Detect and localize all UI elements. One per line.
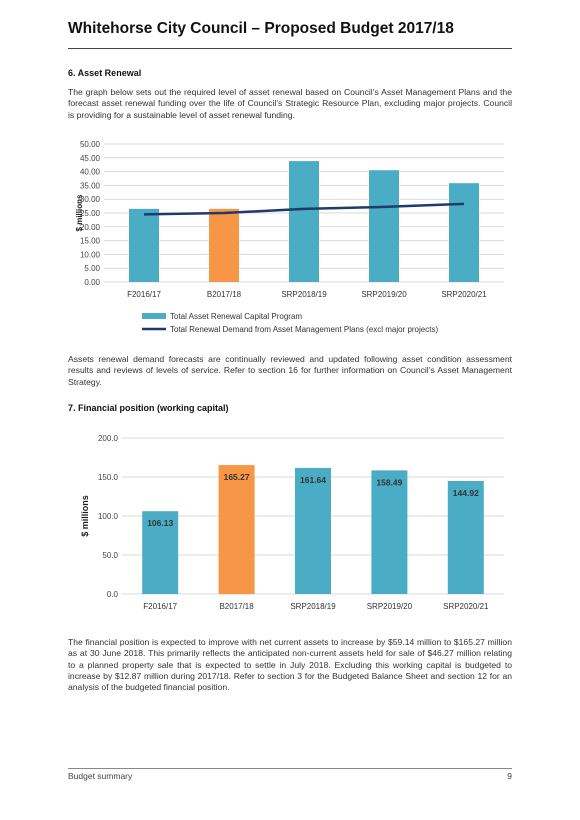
bar xyxy=(371,470,408,594)
bar xyxy=(449,183,479,282)
data-label: 161.64 xyxy=(300,475,326,485)
asset-renewal-after-text: Assets renewal demand forecasts are cont… xyxy=(68,354,512,387)
x-tick-label: SRP2019/20 xyxy=(361,290,407,299)
x-tick-label: SRP2018/19 xyxy=(290,602,336,611)
data-label: 144.92 xyxy=(453,488,479,498)
x-tick-label: SRP2019/20 xyxy=(367,602,413,611)
asset-renewal-intro: The graph below sets out the required le… xyxy=(68,87,512,120)
title-divider xyxy=(68,48,512,49)
legend-label: Total Asset Renewal Capital Program xyxy=(170,312,302,321)
asset-renewal-chart: 0.00 5.00 10.00 15.00 20.00 25.00 30.00 35.00 40… xyxy=(75,140,504,334)
bar xyxy=(447,480,484,594)
y-tick-label: 30.00 xyxy=(80,195,101,204)
y-tick-label: 0.0 xyxy=(107,590,119,599)
footer-page-number: 9 xyxy=(507,771,512,781)
footer-section-name: Budget summary xyxy=(68,771,133,781)
financial-position-after-text: The financial position is expected to im… xyxy=(68,637,512,693)
x-tick-label: F2016/17 xyxy=(143,602,177,611)
bar xyxy=(209,208,239,282)
footer-divider xyxy=(68,768,512,769)
y-tick-label: 50.00 xyxy=(80,140,101,149)
x-tick-label: SRP2020/21 xyxy=(443,602,489,611)
page-title: Whitehorse City Council – Proposed Budge… xyxy=(68,20,454,37)
section-heading-financial-position: 7. Financial position (working capital) xyxy=(68,403,229,413)
data-label: 106.13 xyxy=(147,518,173,528)
y-tick-label: 0.00 xyxy=(84,278,100,287)
data-label: 165.27 xyxy=(224,472,250,482)
y-tick-label: 20.00 xyxy=(80,223,101,232)
bar xyxy=(218,465,255,594)
y-tick-label: 100.0 xyxy=(98,512,119,521)
y-tick-label: 10.00 xyxy=(80,250,101,259)
y-tick-label: 200.0 xyxy=(98,434,119,443)
x-tick-label: SRP2020/21 xyxy=(441,290,487,299)
bar xyxy=(142,511,179,594)
y-tick-label: 15.00 xyxy=(80,237,101,246)
section-heading-asset-renewal: 6. Asset Renewal xyxy=(68,68,142,78)
x-tick-label: F2016/17 xyxy=(127,290,161,299)
x-tick-label: B2017/18 xyxy=(207,290,242,299)
bar xyxy=(369,170,399,282)
y-tick-label: 5.00 xyxy=(84,264,100,273)
y-axis-label: $ millions xyxy=(80,495,90,537)
y-tick-label: 150.0 xyxy=(98,473,119,482)
legend-label: Total Renewal Demand from Asset Manageme… xyxy=(170,325,438,334)
y-tick-label: 25.00 xyxy=(80,209,101,218)
bar xyxy=(129,208,159,282)
series-line xyxy=(143,202,465,216)
bar xyxy=(295,467,331,594)
y-tick-label: 50.0 xyxy=(102,551,118,560)
y-tick-label: 45.00 xyxy=(80,154,101,163)
legend-swatch-bar xyxy=(142,313,166,319)
bar xyxy=(289,161,319,282)
x-tick-label: SRP2018/19 xyxy=(281,290,327,299)
financial-position-chart: 0.0 50.0 100.0 150.0 200.0 $ millions 106.13 F2… xyxy=(80,434,504,611)
data-label: 158.49 xyxy=(376,477,402,487)
x-tick-label: B2017/18 xyxy=(219,602,254,611)
y-axis-label: $ millions xyxy=(75,194,84,231)
y-tick-label: 40.00 xyxy=(80,168,101,177)
y-tick-label: 35.00 xyxy=(80,181,101,190)
